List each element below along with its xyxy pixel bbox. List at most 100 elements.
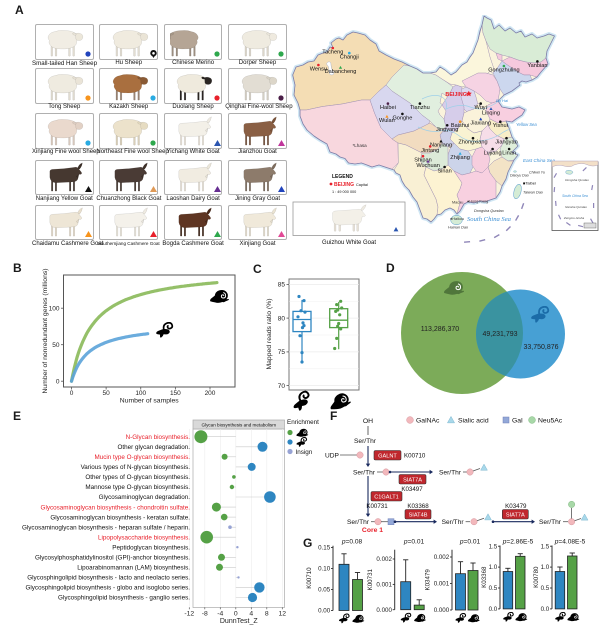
svg-text:Ser/Thr: Ser/Thr [354,438,377,445]
svg-text:Ser/Thr: Ser/Thr [439,470,462,477]
svg-text:85: 85 [278,282,286,289]
svg-text:Shipan: Shipan [414,158,431,164]
svg-text:Jiaxiang: Jiaxiang [470,121,491,127]
svg-text:Dabancheng: Dabancheng [325,69,357,75]
svg-text:Number of nonredundant genes (: Number of nonredundant genes (millions) [42,268,49,393]
svg-text:SIAT7A: SIAT7A [506,512,525,518]
svg-text:Ser/Thr: Ser/Thr [539,519,562,526]
svg-text:Mapped reads ratio (%): Mapped reads ratio (%) [266,298,273,369]
svg-text:80: 80 [278,315,286,322]
svg-text:0.000: 0.000 [376,607,392,614]
svg-text:K00710: K00710 [306,567,313,589]
svg-text:■Taibei: ■Taibei [523,181,536,186]
svg-text:Dongsha Qundao: Dongsha Qundao [565,178,589,182]
svg-text:East China Sea: East China Sea [523,158,555,163]
svg-text:0.05: 0.05 [318,587,331,594]
svg-text:Mannose type O-glycan biosynth: Mannose type O-glycan biosynthesis. [85,484,190,491]
svg-text:Tacheng: Tacheng [322,50,343,56]
svg-text:0.000: 0.000 [434,607,450,614]
svg-text:Ser/Thr: Ser/Thr [442,519,465,526]
svg-text:0: 0 [56,378,60,385]
svg-text:Chiwei Yu: Chiwei Yu [529,171,545,175]
svg-text:Other types of O-glycan biosyn: Other types of O-glycan biosynthesis. [85,474,190,481]
svg-text:75: 75 [278,349,286,356]
svg-text:Ser/Thr: Ser/Thr [353,470,376,477]
svg-text:0.001: 0.001 [376,582,392,589]
svg-text:Number of samples: Number of samples [120,398,180,405]
svg-text:200: 200 [205,390,216,397]
svg-text:0.002: 0.002 [434,554,450,561]
svg-text:DunnTest_Z: DunnTest_Z [220,618,258,625]
svg-text:100: 100 [135,390,146,397]
svg-text:Insign: Insign [296,449,313,456]
svg-text:Enrichment: Enrichment [287,419,319,426]
svg-text:Yanbian: Yanbian [527,63,547,69]
svg-text:12: 12 [279,610,287,617]
svg-text:Lipoarabinomannan (LAM) biosyn: Lipoarabinomannan (LAM) biosynthesis. [77,565,190,572]
svg-text:Sinan: Sinan [437,169,451,175]
svg-text:Baishui: Baishui [451,123,469,129]
svg-text:●Haikou: ●Haikou [450,217,464,221]
svg-text:150: 150 [170,390,181,397]
svg-text:C1GALT1: C1GALT1 [374,494,398,500]
svg-text:Sialic acid: Sialic acid [458,418,489,425]
svg-text:Gongzhuling: Gongzhuling [488,68,519,74]
svg-text:Neu5Ac: Neu5Ac [538,418,563,425]
svg-text:113,286,370: 113,286,370 [421,326,460,333]
svg-text:K03497: K03497 [401,486,423,493]
svg-text:Lujiang: Lujiang [484,151,502,157]
svg-text:Bo Hai: Bo Hai [496,98,508,103]
svg-text:70: 70 [278,383,286,390]
svg-text:4: 4 [249,610,253,617]
svg-text:1.0: 1.0 [541,564,550,571]
svg-text:K03479: K03479 [505,503,527,510]
svg-text:*Lhasa: *Lhasa [352,143,367,148]
svg-text:0.00: 0.00 [318,608,331,615]
svg-text:0.5: 0.5 [541,585,550,592]
svg-text:Capital: Capital [356,183,368,187]
svg-text:8: 8 [265,610,269,617]
svg-text:K03368: K03368 [407,503,429,510]
svg-text:Wuyi: Wuyi [475,105,487,111]
svg-text:Zhongxiang: Zhongxiang [458,140,487,146]
svg-text:Jintang: Jintang [421,148,439,154]
svg-text:K03479: K03479 [425,569,432,591]
svg-text:N-Glycan biosynthesis.: N-Glycan biosynthesis. [126,434,191,441]
svg-text:0.0: 0.0 [541,606,550,613]
svg-text:Glycosphingolipid biosynthesis: Glycosphingolipid biosynthesis - ganglio… [58,595,190,602]
svg-text:Tianzhu: Tianzhu [410,105,430,111]
svg-text:Wensu: Wensu [310,67,327,73]
svg-text:LEGEND: LEGEND [332,174,353,180]
svg-text:Glycosaminoglycan biosynthesis: Glycosaminoglycan biosynthesis - keratan… [50,514,190,521]
svg-text:Lipopolysaccharide biosynthesi: Lipopolysaccharide biosynthesis. [98,534,190,541]
svg-text:Glycosphingolipid biosynthesis: Glycosphingolipid biosynthesis - globo a… [25,585,190,592]
svg-text:OH: OH [363,418,373,425]
svg-text:Mucin type O-glycan biosynthes: Mucin type O-glycan biosynthesis. [94,454,190,461]
svg-text:0: 0 [70,390,74,397]
svg-text:0.15: 0.15 [318,545,331,552]
svg-text:BEIJING: BEIJING [445,92,467,98]
svg-text:Linqing: Linqing [482,110,500,116]
svg-text:UDP: UDP [325,453,340,460]
svg-text:0.0: 0.0 [489,606,498,613]
svg-text:0: 0 [234,610,238,617]
svg-text:-12: -12 [184,610,194,617]
svg-text:p=0.08: p=0.08 [341,538,363,545]
svg-text:1.5: 1.5 [541,543,550,550]
svg-text:Zhijiang: Zhijiang [450,155,470,161]
svg-text:Ser/Thr: Ser/Thr [347,519,370,526]
svg-text:K03368: K03368 [481,566,488,588]
svg-text:1 : 49 000 000: 1 : 49 000 000 [332,190,356,194]
svg-text:Yellow Sea: Yellow Sea [516,122,537,127]
svg-text:K00710: K00710 [404,453,426,460]
svg-text:Gonghe: Gonghe [392,115,412,121]
svg-text:1.5: 1.5 [489,543,498,550]
svg-text:50: 50 [103,390,111,397]
svg-text:Nanjiang: Nanjiang [430,143,452,149]
svg-text:●Hong Kong: ●Hong Kong [467,200,488,204]
svg-text:Taiwan Dao: Taiwan Dao [523,191,543,195]
svg-text:0.5: 0.5 [489,585,498,592]
svg-text:Glycosphingolipid biosynthesis: Glycosphingolipid biosynthesis - lacto a… [27,575,190,582]
svg-text:K00731: K00731 [366,503,388,510]
svg-text:1.0: 1.0 [489,564,498,571]
